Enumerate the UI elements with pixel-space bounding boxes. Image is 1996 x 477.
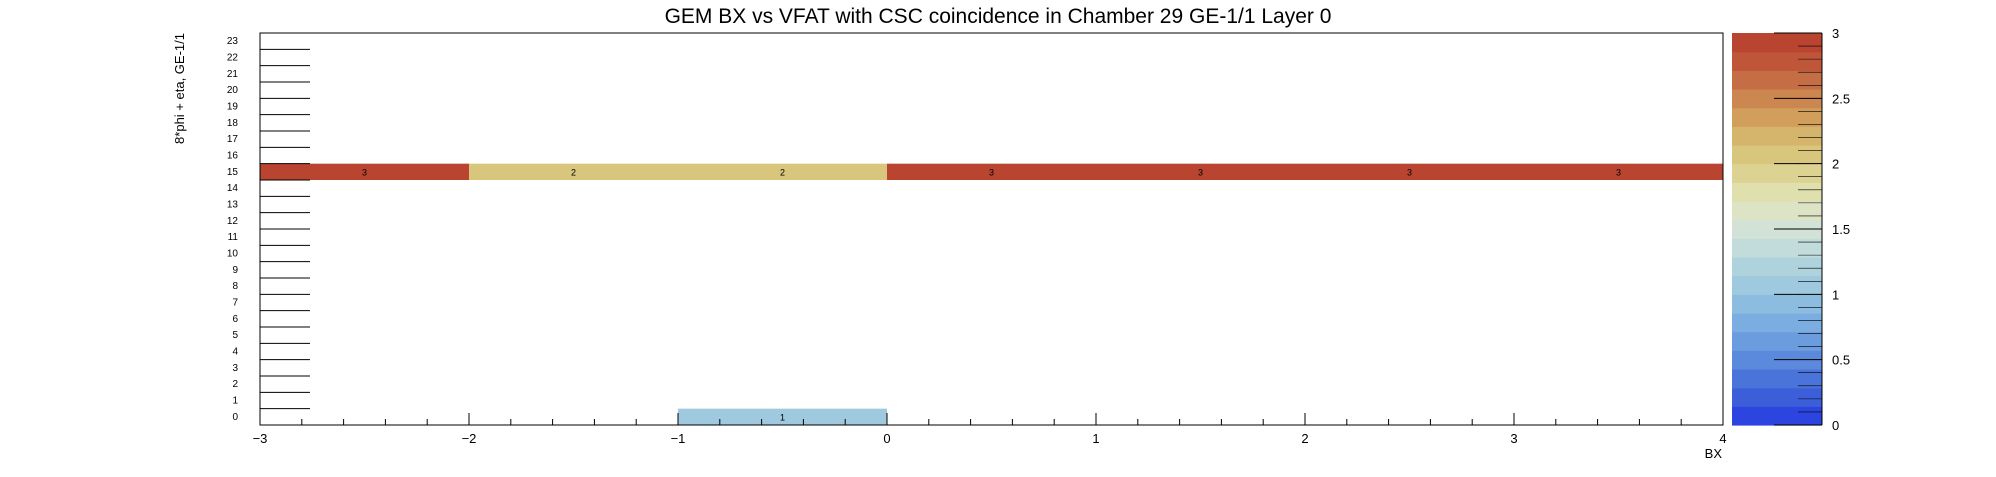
colorbar-tick-label: 1	[1832, 287, 1839, 302]
y-tick-label: 11	[228, 232, 239, 243]
colorbar-tick-label: 3	[1832, 26, 1839, 41]
colorbar-band	[1732, 145, 1822, 165]
y-tick-label: 5	[232, 330, 238, 341]
y-tick-label: 12	[227, 216, 239, 227]
x-tick-label: 0	[883, 431, 890, 446]
y-tick-label: 19	[227, 102, 239, 113]
x-tick-label: 1	[1092, 431, 1099, 446]
colorbar-band	[1732, 406, 1822, 426]
x-tick-label: −3	[253, 431, 268, 446]
y-tick-label: 7	[232, 298, 238, 309]
cell-value-label: 2	[571, 167, 576, 177]
y-tick-label: 16	[227, 151, 239, 162]
y-tick-label: 15	[227, 167, 239, 178]
colorbar-band	[1732, 313, 1822, 333]
y-axis-label: 8*phi + eta, GE-1/1	[172, 33, 187, 144]
y-tick-label: 2	[232, 379, 238, 390]
x-tick-label: −2	[462, 431, 477, 446]
y-tick-label: 3	[232, 363, 238, 374]
x-tick-label: 2	[1301, 431, 1308, 446]
colorbar-band	[1732, 70, 1822, 90]
colorbar-band	[1732, 331, 1822, 351]
plot-frame	[259, 32, 1724, 426]
y-tick-label: 13	[227, 200, 239, 211]
chart-title: GEM BX vs VFAT with CSC coincidence in C…	[665, 5, 1332, 28]
colorbar-tick-label: 2.5	[1832, 91, 1850, 106]
colorbar-band	[1732, 33, 1822, 53]
x-axis: −3 −2 −1 0 1 2 3 4	[253, 413, 1727, 446]
heatmap-cell	[260, 163, 469, 180]
y-tick-label: 22	[227, 53, 239, 64]
y-tick-label: 21	[227, 69, 239, 80]
heatmap-cell	[1305, 163, 1514, 180]
cell-value-label: 2	[780, 167, 785, 177]
colorbar-band	[1732, 126, 1822, 146]
heatmap-cell	[887, 163, 1096, 180]
x-axis-label: BX	[1705, 446, 1723, 461]
colorbar-tick-label: 1.5	[1832, 222, 1850, 237]
y-tick-label: 4	[232, 347, 238, 358]
colorbar-tick-label: 2	[1832, 157, 1839, 172]
y-tick-label: 10	[227, 249, 239, 260]
y-tick-label: 0	[232, 412, 238, 423]
colorbar-band	[1732, 387, 1822, 407]
y-tick-label: 23	[227, 36, 239, 47]
colorbar-band	[1732, 163, 1822, 183]
y-tick-label: 18	[227, 118, 239, 129]
cell-value-label: 3	[362, 167, 367, 177]
colorbar-band	[1732, 107, 1822, 127]
heatmap-cell	[1514, 163, 1723, 180]
colorbar-tick-label: 0	[1832, 418, 1839, 433]
cell-value-label: 1	[780, 412, 785, 422]
cell-value-label: 3	[1198, 167, 1203, 177]
colorbar-band	[1732, 182, 1822, 202]
y-tick-label: 17	[227, 134, 239, 145]
colorbar-band	[1732, 51, 1822, 71]
colorbar-band	[1732, 257, 1822, 277]
x-tick-label: −1	[671, 431, 686, 446]
heatmap-cell	[678, 408, 887, 425]
heatmap-cell	[678, 163, 887, 180]
x-tick-label: 3	[1510, 431, 1517, 446]
colorbar-band	[1732, 201, 1822, 221]
cell-value-label: 3	[989, 167, 994, 177]
colorbar-band	[1732, 238, 1822, 258]
x-tick-label: 4	[1719, 431, 1726, 446]
cell-value-label: 3	[1407, 167, 1412, 177]
heatmap-cells: 3 2 2 3 3 3 3 1	[260, 163, 1723, 425]
y-tick-label: 14	[227, 183, 239, 194]
heatmap-cell	[469, 163, 678, 180]
colorbar-band	[1732, 275, 1822, 295]
y-tick-label: 9	[232, 265, 238, 276]
heatmap-cell	[1096, 163, 1305, 180]
colorbar-band	[1732, 294, 1822, 314]
colorbar-band	[1732, 369, 1822, 389]
y-tick-label: 8	[232, 281, 238, 292]
cell-value-label: 3	[1616, 167, 1621, 177]
y-tick-label: 20	[227, 85, 239, 96]
y-tick-label: 1	[232, 396, 238, 407]
colorbar: 0 0.5 1 1.5 2 2.5 3	[1732, 26, 1850, 433]
y-tick-label: 6	[232, 314, 238, 325]
colorbar-tick-label: 0.5	[1832, 353, 1850, 368]
